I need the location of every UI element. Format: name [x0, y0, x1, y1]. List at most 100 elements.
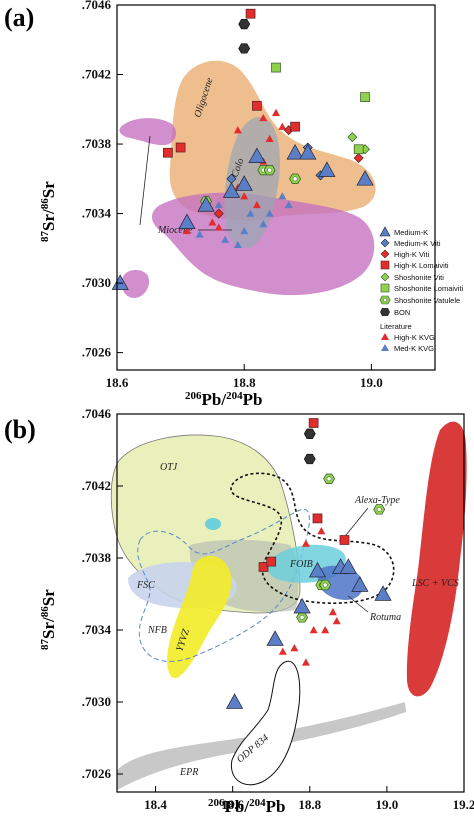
legend-shoshonite-viti: Shoshonite Viti: [394, 273, 444, 282]
panel-b-data: [225, 418, 392, 709]
panel-b-fields: OTJ FSC NFB YYVZ FOIB Alexa-Type Rotuma …: [110, 421, 467, 790]
high-k-kvg-point: [214, 223, 223, 231]
high-k-kvg-point: [252, 200, 261, 209]
medium-k-point: [286, 144, 304, 160]
kvg-point: [290, 644, 299, 652]
high-k-lomaiviti-point: [339, 535, 350, 545]
legend-med-k-kvg: Med-K KVG: [394, 344, 434, 353]
otj-label: OTJ: [160, 462, 178, 473]
legend-high-k-viti-marker: [380, 249, 390, 259]
y-tick-label: .7046: [82, 406, 112, 421]
miocene-leader-1: [139, 135, 151, 226]
panel-b-ticks: 18.4 18.6 18.8 19.0 19.2 .7046 .7042 .7038 .7034…: [82, 406, 474, 812]
y-tick-label: .7026: [82, 766, 112, 781]
x-tick-label: 19.0: [360, 375, 383, 390]
panel-a-fields: Oligocene Colo Miocene: [119, 60, 376, 298]
panel-b-ylabel: 87Sr/86Sr: [39, 589, 58, 650]
kvg-point: [301, 658, 310, 666]
legend-high-k-kvg: High-K KVG: [394, 333, 435, 342]
high-k-kvg-point: [182, 226, 191, 235]
panel-b-frame: [116, 413, 465, 793]
epr-label: EPR: [179, 767, 198, 778]
medium-k-point: [178, 213, 196, 230]
high-k-kvg-point: [278, 122, 287, 130]
miocene-field: [151, 192, 375, 296]
legend-high-k-lomaiviti: High-K Lomaiviti: [394, 261, 449, 270]
alexa-field: [230, 472, 395, 604]
medium-k-point: [111, 274, 129, 290]
medium-k-point: [222, 182, 241, 198]
bon-point: [238, 19, 251, 30]
medium-k-point: [293, 597, 311, 614]
bon-point: [303, 428, 316, 439]
high-k-kvg-point: [240, 192, 249, 200]
high-k-lomaiviti-point: [266, 556, 277, 567]
shoshonite-lomaiviti-point: [360, 92, 370, 102]
alexa-leader: [341, 507, 369, 541]
med-k-kvg-point: [195, 230, 204, 238]
high-k-kvg-point: [265, 134, 274, 143]
x-tick-label: 18.6: [106, 375, 129, 390]
x-tick-label: 19.0: [376, 797, 399, 812]
legend-shoshonite-viti-marker: [380, 272, 390, 282]
legend-vatulele-dot: [382, 297, 388, 303]
nfb-label: NFB: [147, 625, 167, 636]
kvg-point: [328, 608, 337, 616]
x-tick-label: 19.2: [453, 797, 474, 812]
legend-high-k-kvg-marker: [381, 333, 389, 340]
medium-k-point: [299, 144, 317, 160]
medium-k-point: [266, 630, 284, 646]
legend-shoshonite-lomaiviti-marker: [380, 283, 390, 293]
kvg-point: [317, 527, 326, 535]
high-k-lomaiviti-point: [290, 121, 300, 132]
medium-k-point: [308, 561, 327, 578]
shoshonite-viti-point: [347, 132, 358, 143]
y-tick-label: .7038: [82, 550, 112, 565]
shoshonite-lomaiviti-point: [353, 144, 364, 155]
high-k-viti-point: [353, 152, 364, 163]
high-k-lomaiviti-point: [252, 100, 262, 111]
fsc-label: FSC: [136, 580, 155, 591]
y-tick-label: .7034: [82, 622, 112, 637]
high-k-lomaiviti-point: [175, 142, 186, 153]
legend-literature-title: Literature: [380, 322, 412, 331]
medium-k-point: [225, 693, 244, 709]
shoshonite-vatulele-point-center: [267, 167, 272, 173]
medium-k-point: [356, 170, 374, 186]
colo-field: [224, 116, 280, 249]
legend-bon-marker: [380, 308, 390, 316]
rotuma-leader: [347, 595, 369, 613]
panel-a-frame: [116, 4, 436, 371]
yyvz-field: [167, 556, 232, 679]
shoshonite-point-center: [299, 615, 305, 620]
miocene-field-arm: [119, 118, 176, 146]
medium-k-point: [197, 196, 215, 212]
high-k-kvg-point: [259, 113, 268, 122]
med-k-kvg-point: [284, 200, 293, 209]
x-tick-label: 18.6: [221, 797, 244, 812]
med-k-kvg-point: [233, 240, 242, 249]
panel-a-label: (a): [4, 3, 34, 32]
x-tick-label: 18.8: [233, 375, 256, 390]
shoshonite-point-center: [376, 507, 382, 512]
y-tick-label: .7026: [82, 345, 112, 360]
high-k-kvg-point: [208, 218, 217, 226]
rotuma-label: Rotuma: [369, 612, 401, 623]
legend-high-k-lomaiviti-marker: [380, 260, 390, 270]
x-tick-label: 18.8: [298, 797, 321, 812]
y-tick-label: .7030: [82, 275, 111, 290]
panel-b-label: (b): [4, 415, 36, 444]
high-k-lomaiviti-point: [245, 8, 256, 19]
legend-medium-k: Medium-K: [394, 228, 428, 237]
high-k-kvg-point: [233, 126, 242, 134]
high-k-lomaiviti-point: [258, 562, 269, 572]
medium-k-point: [235, 175, 253, 191]
otj-cyan-spot: [205, 518, 221, 530]
legend-high-k-viti: High-K Viti: [394, 250, 430, 259]
legend-medium-k-viti: Medium-K Viti: [394, 239, 441, 248]
odp-field: [230, 660, 301, 786]
shoshonite-point-center: [326, 476, 332, 482]
y-tick-label: .7042: [82, 478, 111, 493]
legend-medium-k-marker: [379, 226, 391, 237]
